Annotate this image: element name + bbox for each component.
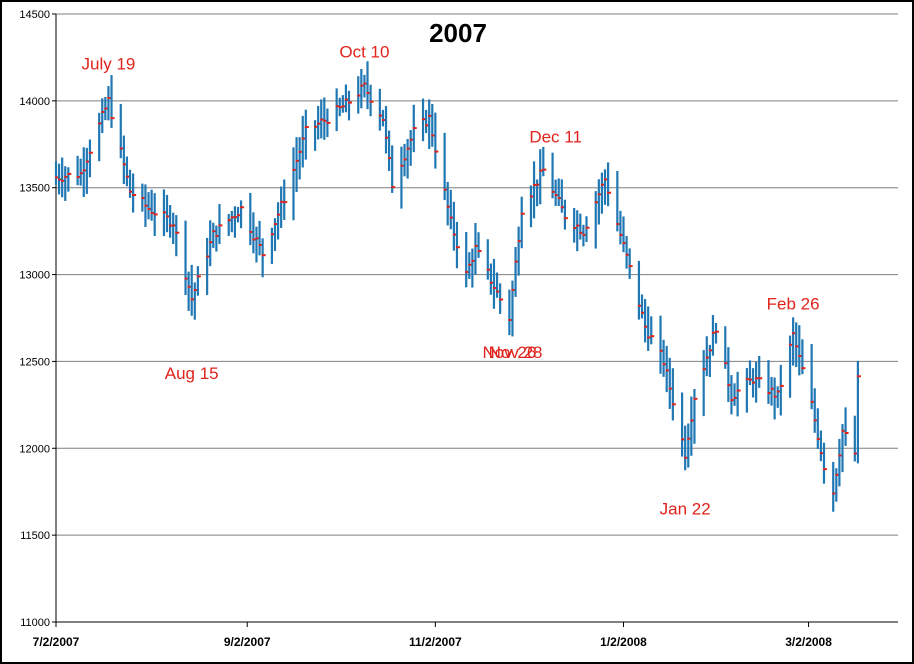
date-annotation: Nov 28 <box>489 343 543 362</box>
x-tick-label: 1/2/2008 <box>600 635 647 649</box>
y-tick-label: 12000 <box>19 443 50 455</box>
date-annotation: Oct 10 <box>339 42 389 61</box>
x-tick-label: 7/2/2007 <box>33 635 80 649</box>
y-axis-ticks: 11000 11500 12000 12500 13000 13500 14000 14500 <box>19 9 50 629</box>
y-tick-label: 13000 <box>19 270 50 282</box>
date-annotation: Nov 26 <box>482 343 536 362</box>
y-tick-label: 11000 <box>20 617 50 629</box>
price-bars <box>54 61 861 512</box>
date-annotation: July 19 <box>81 55 135 74</box>
y-tick-label: 14000 <box>19 96 50 108</box>
y-tick-label: 13500 <box>19 183 50 195</box>
y-tick-label: 12500 <box>19 356 50 368</box>
date-annotation: Feb 26 <box>767 294 820 313</box>
x-tick-label: 11/2/2007 <box>409 635 462 649</box>
x-axis-ticks: 7/2/2007 9/2/2007 11/2/2007 1/2/2008 3/2/200… <box>33 622 832 649</box>
x-tick-label: 3/2/2008 <box>785 635 832 649</box>
x-tick-label: 9/2/2007 <box>224 635 271 649</box>
date-annotation: Aug 15 <box>165 364 219 383</box>
date-annotation: Jan 22 <box>660 499 711 518</box>
date-annotation: Dec 11 <box>529 128 582 147</box>
chart-title: 2007 <box>429 18 487 48</box>
y-tick-label: 14500 <box>19 9 50 21</box>
gridlines <box>52 13 898 623</box>
y-tick-label: 11500 <box>20 530 50 542</box>
